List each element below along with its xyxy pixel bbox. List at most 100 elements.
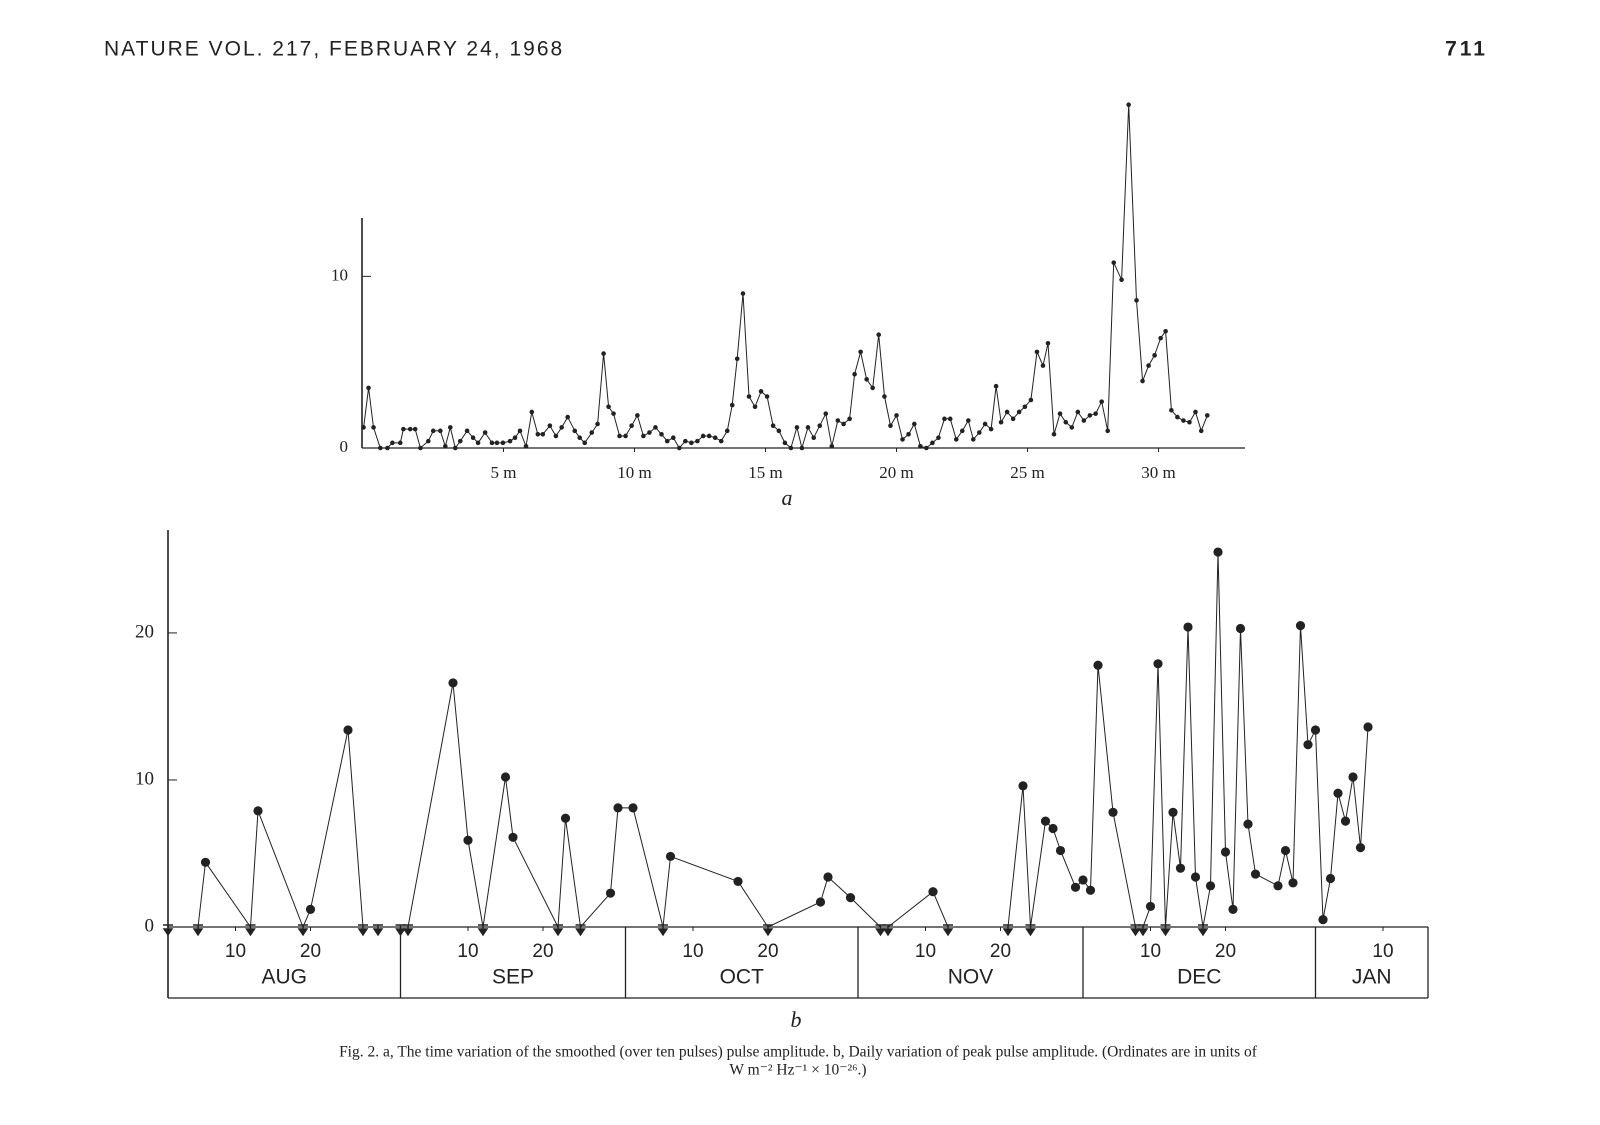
month-label: AUG bbox=[261, 966, 307, 989]
data-point bbox=[507, 438, 513, 444]
data-point bbox=[452, 445, 458, 451]
data-point bbox=[1140, 378, 1145, 384]
data-point bbox=[407, 426, 413, 432]
data-point bbox=[776, 428, 782, 434]
data-point bbox=[1055, 845, 1066, 856]
data-point bbox=[988, 426, 994, 432]
data-point bbox=[494, 440, 500, 446]
data-point bbox=[582, 440, 588, 446]
data-point bbox=[664, 438, 670, 444]
data-point bbox=[1193, 409, 1198, 415]
month-label: SEP bbox=[492, 966, 534, 989]
data-point bbox=[1134, 298, 1139, 303]
data-point bbox=[770, 423, 776, 428]
data-point bbox=[758, 389, 764, 394]
x-tick-label: 20 bbox=[300, 941, 321, 962]
data-point bbox=[677, 445, 682, 451]
data-point bbox=[659, 431, 664, 437]
data-point bbox=[438, 428, 443, 434]
data-point bbox=[1340, 816, 1351, 826]
data-point bbox=[595, 421, 600, 427]
data-point bbox=[811, 435, 817, 441]
upper-limit-marker bbox=[297, 924, 309, 937]
data-point bbox=[647, 430, 652, 435]
data-point bbox=[1153, 659, 1163, 669]
x-tick-label: 25 m bbox=[1010, 463, 1044, 482]
x-tick-label: 5 m bbox=[490, 463, 516, 482]
data-point bbox=[1198, 428, 1204, 434]
x-tick-label: 20 m bbox=[879, 463, 913, 482]
data-point bbox=[1333, 788, 1343, 798]
upper-limit-marker bbox=[1025, 924, 1036, 937]
data-point bbox=[829, 443, 835, 449]
data-point bbox=[982, 421, 988, 427]
data-point bbox=[845, 892, 856, 903]
data-point bbox=[912, 421, 917, 427]
data-point bbox=[560, 813, 571, 823]
x-tick-label: 20 bbox=[1215, 941, 1236, 962]
data-point bbox=[782, 440, 788, 446]
data-point bbox=[870, 385, 875, 391]
data-point bbox=[966, 418, 971, 423]
data-point bbox=[1022, 404, 1028, 410]
data-point bbox=[977, 430, 982, 435]
upper-limit-marker bbox=[942, 924, 954, 937]
data-point bbox=[1119, 277, 1124, 283]
data-point bbox=[1145, 901, 1156, 912]
data-point bbox=[752, 404, 758, 410]
data-point bbox=[559, 425, 564, 430]
data-point bbox=[489, 440, 495, 446]
data-point bbox=[1108, 807, 1118, 817]
data-point bbox=[613, 803, 623, 813]
data-point bbox=[823, 872, 833, 882]
x-tick-label: 10 bbox=[682, 941, 703, 962]
data-point bbox=[947, 416, 953, 422]
data-point bbox=[512, 435, 518, 441]
upper-limit-marker bbox=[357, 924, 369, 937]
data-point bbox=[1152, 353, 1157, 358]
data-point bbox=[1280, 845, 1291, 856]
data-point bbox=[1093, 660, 1103, 670]
data-point bbox=[635, 413, 640, 418]
data-point bbox=[1205, 881, 1216, 891]
data-point bbox=[605, 888, 616, 898]
panel-label: b bbox=[791, 1007, 802, 1032]
data-point bbox=[1099, 399, 1104, 404]
data-point bbox=[1213, 547, 1223, 557]
data-point bbox=[1034, 349, 1040, 355]
data-point bbox=[517, 428, 523, 434]
x-tick-label: 10 m bbox=[617, 463, 651, 482]
data-point bbox=[430, 428, 436, 434]
data-point bbox=[665, 851, 676, 862]
data-point bbox=[1288, 878, 1298, 888]
data-point bbox=[876, 332, 881, 338]
data-point bbox=[1040, 816, 1051, 826]
data-point bbox=[425, 438, 431, 444]
data-point bbox=[343, 725, 353, 735]
data-point bbox=[835, 418, 841, 423]
data-point bbox=[712, 435, 718, 441]
data-point bbox=[565, 414, 570, 420]
data-point bbox=[378, 445, 383, 451]
x-tick-label: 10 bbox=[457, 941, 478, 962]
upper-limit-marker bbox=[162, 924, 174, 937]
data-point bbox=[653, 425, 658, 430]
data-point bbox=[1057, 411, 1063, 416]
data-point bbox=[1105, 428, 1111, 434]
data-point bbox=[535, 431, 541, 437]
x-tick-label: 20 bbox=[532, 941, 553, 962]
data-point bbox=[1175, 414, 1180, 420]
panel-label: a bbox=[782, 485, 793, 510]
upper-limit-marker bbox=[575, 924, 586, 937]
data-point bbox=[1220, 847, 1231, 857]
data-point bbox=[1175, 863, 1186, 873]
data-point bbox=[1183, 622, 1193, 632]
data-point bbox=[1048, 823, 1058, 834]
data-point bbox=[817, 423, 823, 428]
data-point bbox=[1087, 413, 1093, 418]
data-point bbox=[623, 433, 628, 439]
data-point bbox=[397, 440, 403, 446]
data-point bbox=[888, 423, 893, 428]
data-point bbox=[799, 445, 805, 451]
